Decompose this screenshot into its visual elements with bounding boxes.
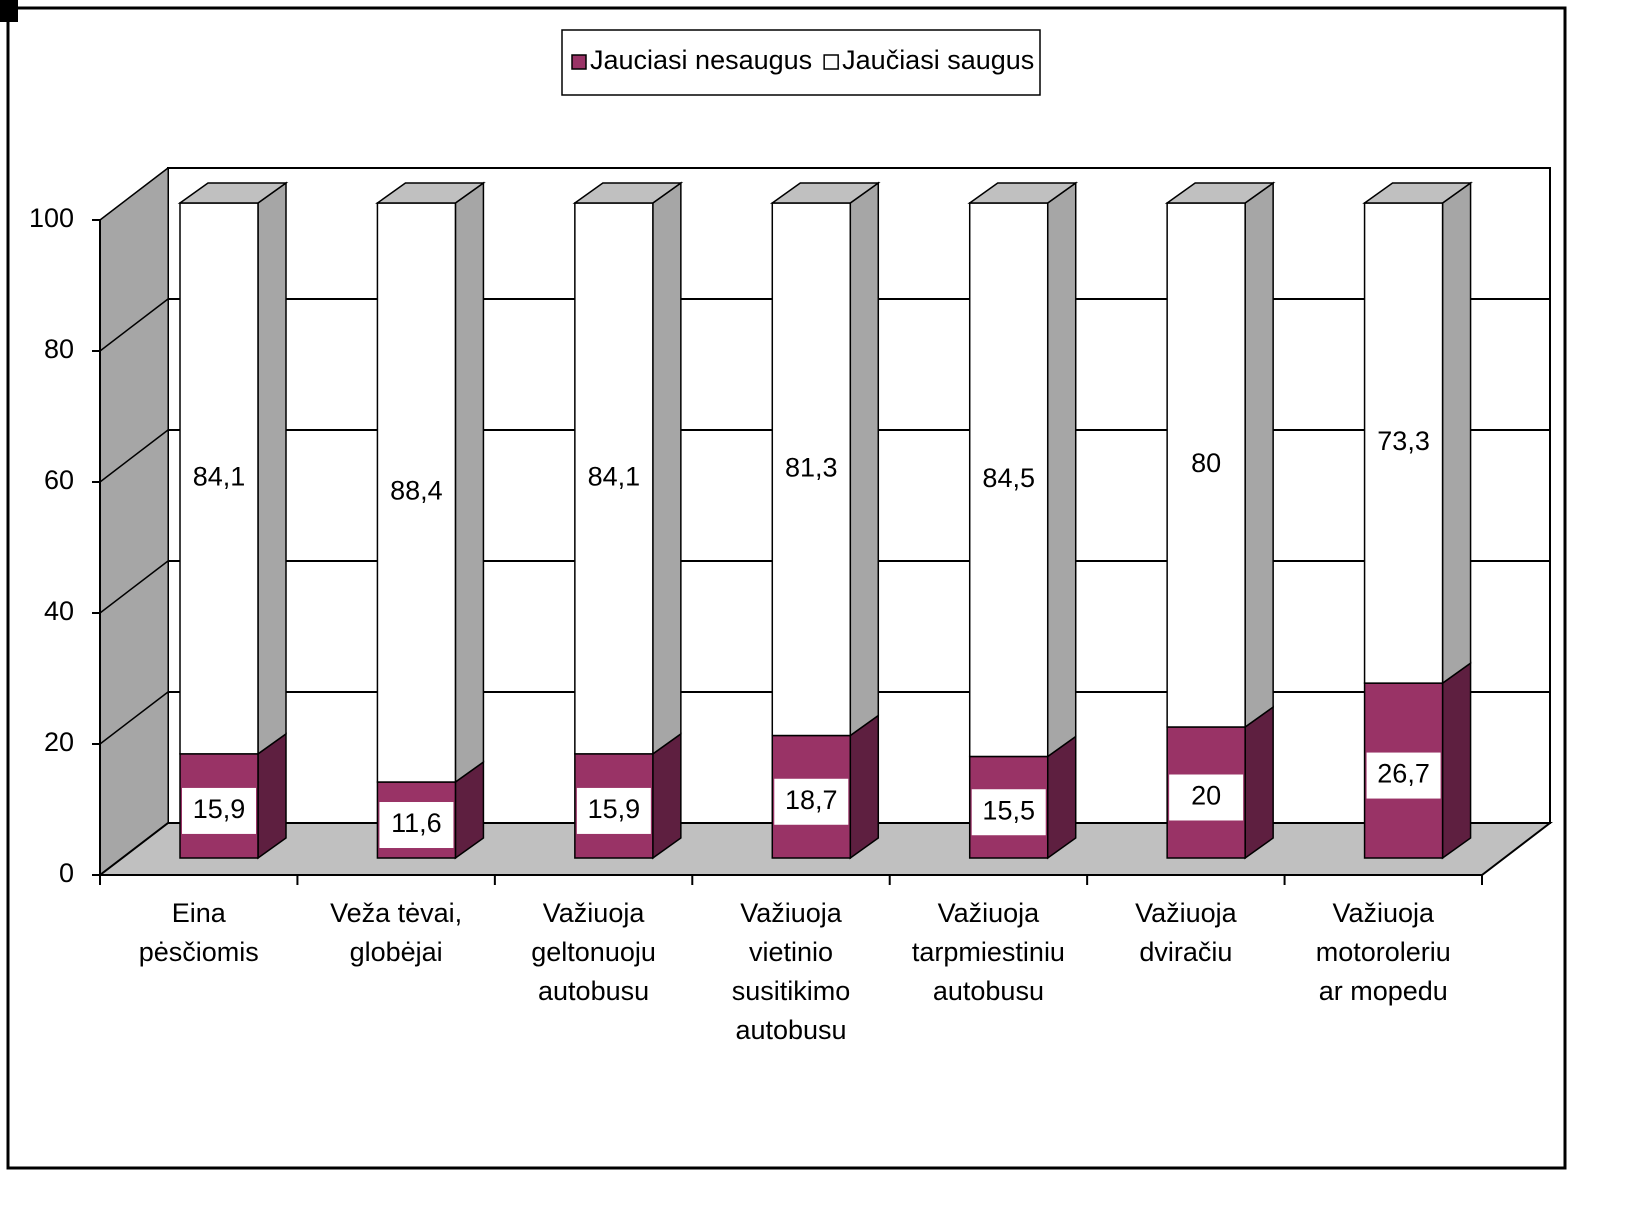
y-tick-label: 0 — [59, 858, 74, 888]
corner-mark — [0, 0, 18, 22]
bar-side — [1046, 735, 1077, 860]
x-tick-label: Važiuoja tarpmiestiniu autobusu — [912, 898, 1065, 1006]
x-tick-label-line: Važiuoja — [1332, 898, 1435, 928]
x-tick-label-line: tarpmiestiniu — [912, 937, 1065, 967]
y-tick-label: 80 — [44, 334, 74, 364]
grid-line-side — [99, 822, 169, 876]
data-label: 73,3 — [1377, 426, 1430, 456]
bar-side — [454, 181, 485, 784]
x-tick-label-line: globėjai — [350, 937, 443, 967]
data-label-bg — [576, 787, 651, 834]
x-tick-label-line: Važiuoja — [740, 898, 843, 928]
bar-side — [1244, 705, 1274, 860]
y-tick-label: 60 — [44, 465, 74, 495]
y-tick-label: 40 — [44, 596, 74, 626]
data-label: 81,3 — [785, 452, 838, 482]
x-tick-label: Važiuoja dviračiu — [1135, 898, 1238, 967]
legend-box — [561, 29, 1041, 96]
data-label: 15,5 — [982, 795, 1035, 825]
x-tick-label-line: geltonuoju — [531, 937, 656, 967]
bar-top — [375, 182, 486, 204]
bar-side — [1046, 181, 1077, 758]
grid-line-side — [99, 167, 169, 221]
x-tick-label: Eina pėsčiomis — [139, 898, 259, 967]
bar-side — [257, 732, 287, 860]
grid-line-side — [99, 298, 169, 352]
x-tick-label: Važiuoja vietinio susitikimo autobusu — [732, 898, 851, 1045]
data-label-bg — [971, 789, 1046, 836]
bar — [1363, 202, 1444, 684]
x-tick-label-line: ar mopedu — [1319, 976, 1448, 1006]
legend-swatch — [823, 54, 839, 70]
bar-side — [849, 714, 880, 860]
data-label: 80 — [1191, 448, 1221, 478]
x-tick-label: Veža tėvai, globėjai — [330, 898, 462, 967]
data-label: 20 — [1191, 781, 1221, 811]
x-tick-label-line: Veža tėvai, — [330, 898, 462, 928]
bar-side — [257, 181, 287, 756]
data-label: 88,4 — [390, 476, 443, 506]
bar-side — [1441, 661, 1472, 860]
legend-label: Jaučiasi saugus — [842, 45, 1034, 75]
x-tick-label-line: motoroleriu — [1316, 937, 1451, 967]
data-label-bg — [1169, 774, 1244, 821]
data-label: 84,1 — [588, 462, 641, 492]
data-label: 18,7 — [785, 785, 838, 815]
x-tick-label: Važiuoja motoroleriu ar mopedu — [1316, 898, 1451, 1006]
bar-top — [177, 182, 289, 204]
data-label: 26,7 — [1377, 759, 1430, 789]
x-tick-label-line: autobusu — [735, 1015, 846, 1045]
bar-side — [1441, 181, 1472, 685]
legend-label: Jauciasi nesaugus — [590, 45, 812, 75]
bar-top — [1362, 182, 1473, 204]
grid-line-side — [99, 429, 169, 483]
bar-top — [769, 182, 881, 204]
x-tick-label-line: Važiuoja — [938, 898, 1041, 928]
data-label: 84,1 — [193, 462, 246, 492]
bar — [968, 202, 1049, 758]
bar — [179, 202, 259, 755]
x-tick-label-line: autobusu — [933, 976, 1044, 1006]
bar-side — [1244, 181, 1274, 729]
x-tick-label: Važiuoja geltonuoju autobusu — [531, 898, 656, 1006]
data-label-bg — [182, 787, 256, 834]
data-label-bg — [1366, 752, 1441, 799]
bar-side — [652, 732, 682, 860]
data-label: 11,6 — [391, 808, 442, 838]
bar-side — [652, 181, 682, 756]
bar-side — [849, 181, 880, 737]
data-label-bg — [774, 778, 849, 825]
bar — [1166, 202, 1246, 728]
side-wall — [99, 166, 169, 877]
data-label-bg — [379, 802, 454, 849]
bar-top — [1164, 182, 1276, 204]
grid-line-side — [99, 560, 169, 614]
bar-top — [967, 182, 1079, 204]
y-tick-label: 100 — [29, 203, 74, 233]
y-tick-label: 20 — [44, 727, 74, 757]
x-tick-label-line: Eina — [172, 898, 227, 928]
data-label: 15,9 — [588, 794, 641, 824]
x-tick-label-line: susitikimo — [732, 976, 851, 1006]
bar — [574, 202, 654, 755]
x-tick-label-line: autobusu — [538, 976, 649, 1006]
bar — [771, 202, 852, 737]
x-tick-label-line: Važiuoja — [543, 898, 646, 928]
data-label: 84,5 — [982, 463, 1035, 493]
data-label: 15,9 — [193, 794, 246, 824]
x-tick-label-line: vietinio — [749, 937, 833, 967]
x-tick-label-line: dviračiu — [1139, 937, 1232, 967]
x-tick-label-line: pėsčiomis — [139, 937, 259, 967]
legend-swatch — [571, 54, 587, 70]
grid-line-side — [99, 691, 169, 745]
bar-top — [572, 182, 684, 204]
x-tick-label-line: Važiuoja — [1135, 898, 1238, 928]
